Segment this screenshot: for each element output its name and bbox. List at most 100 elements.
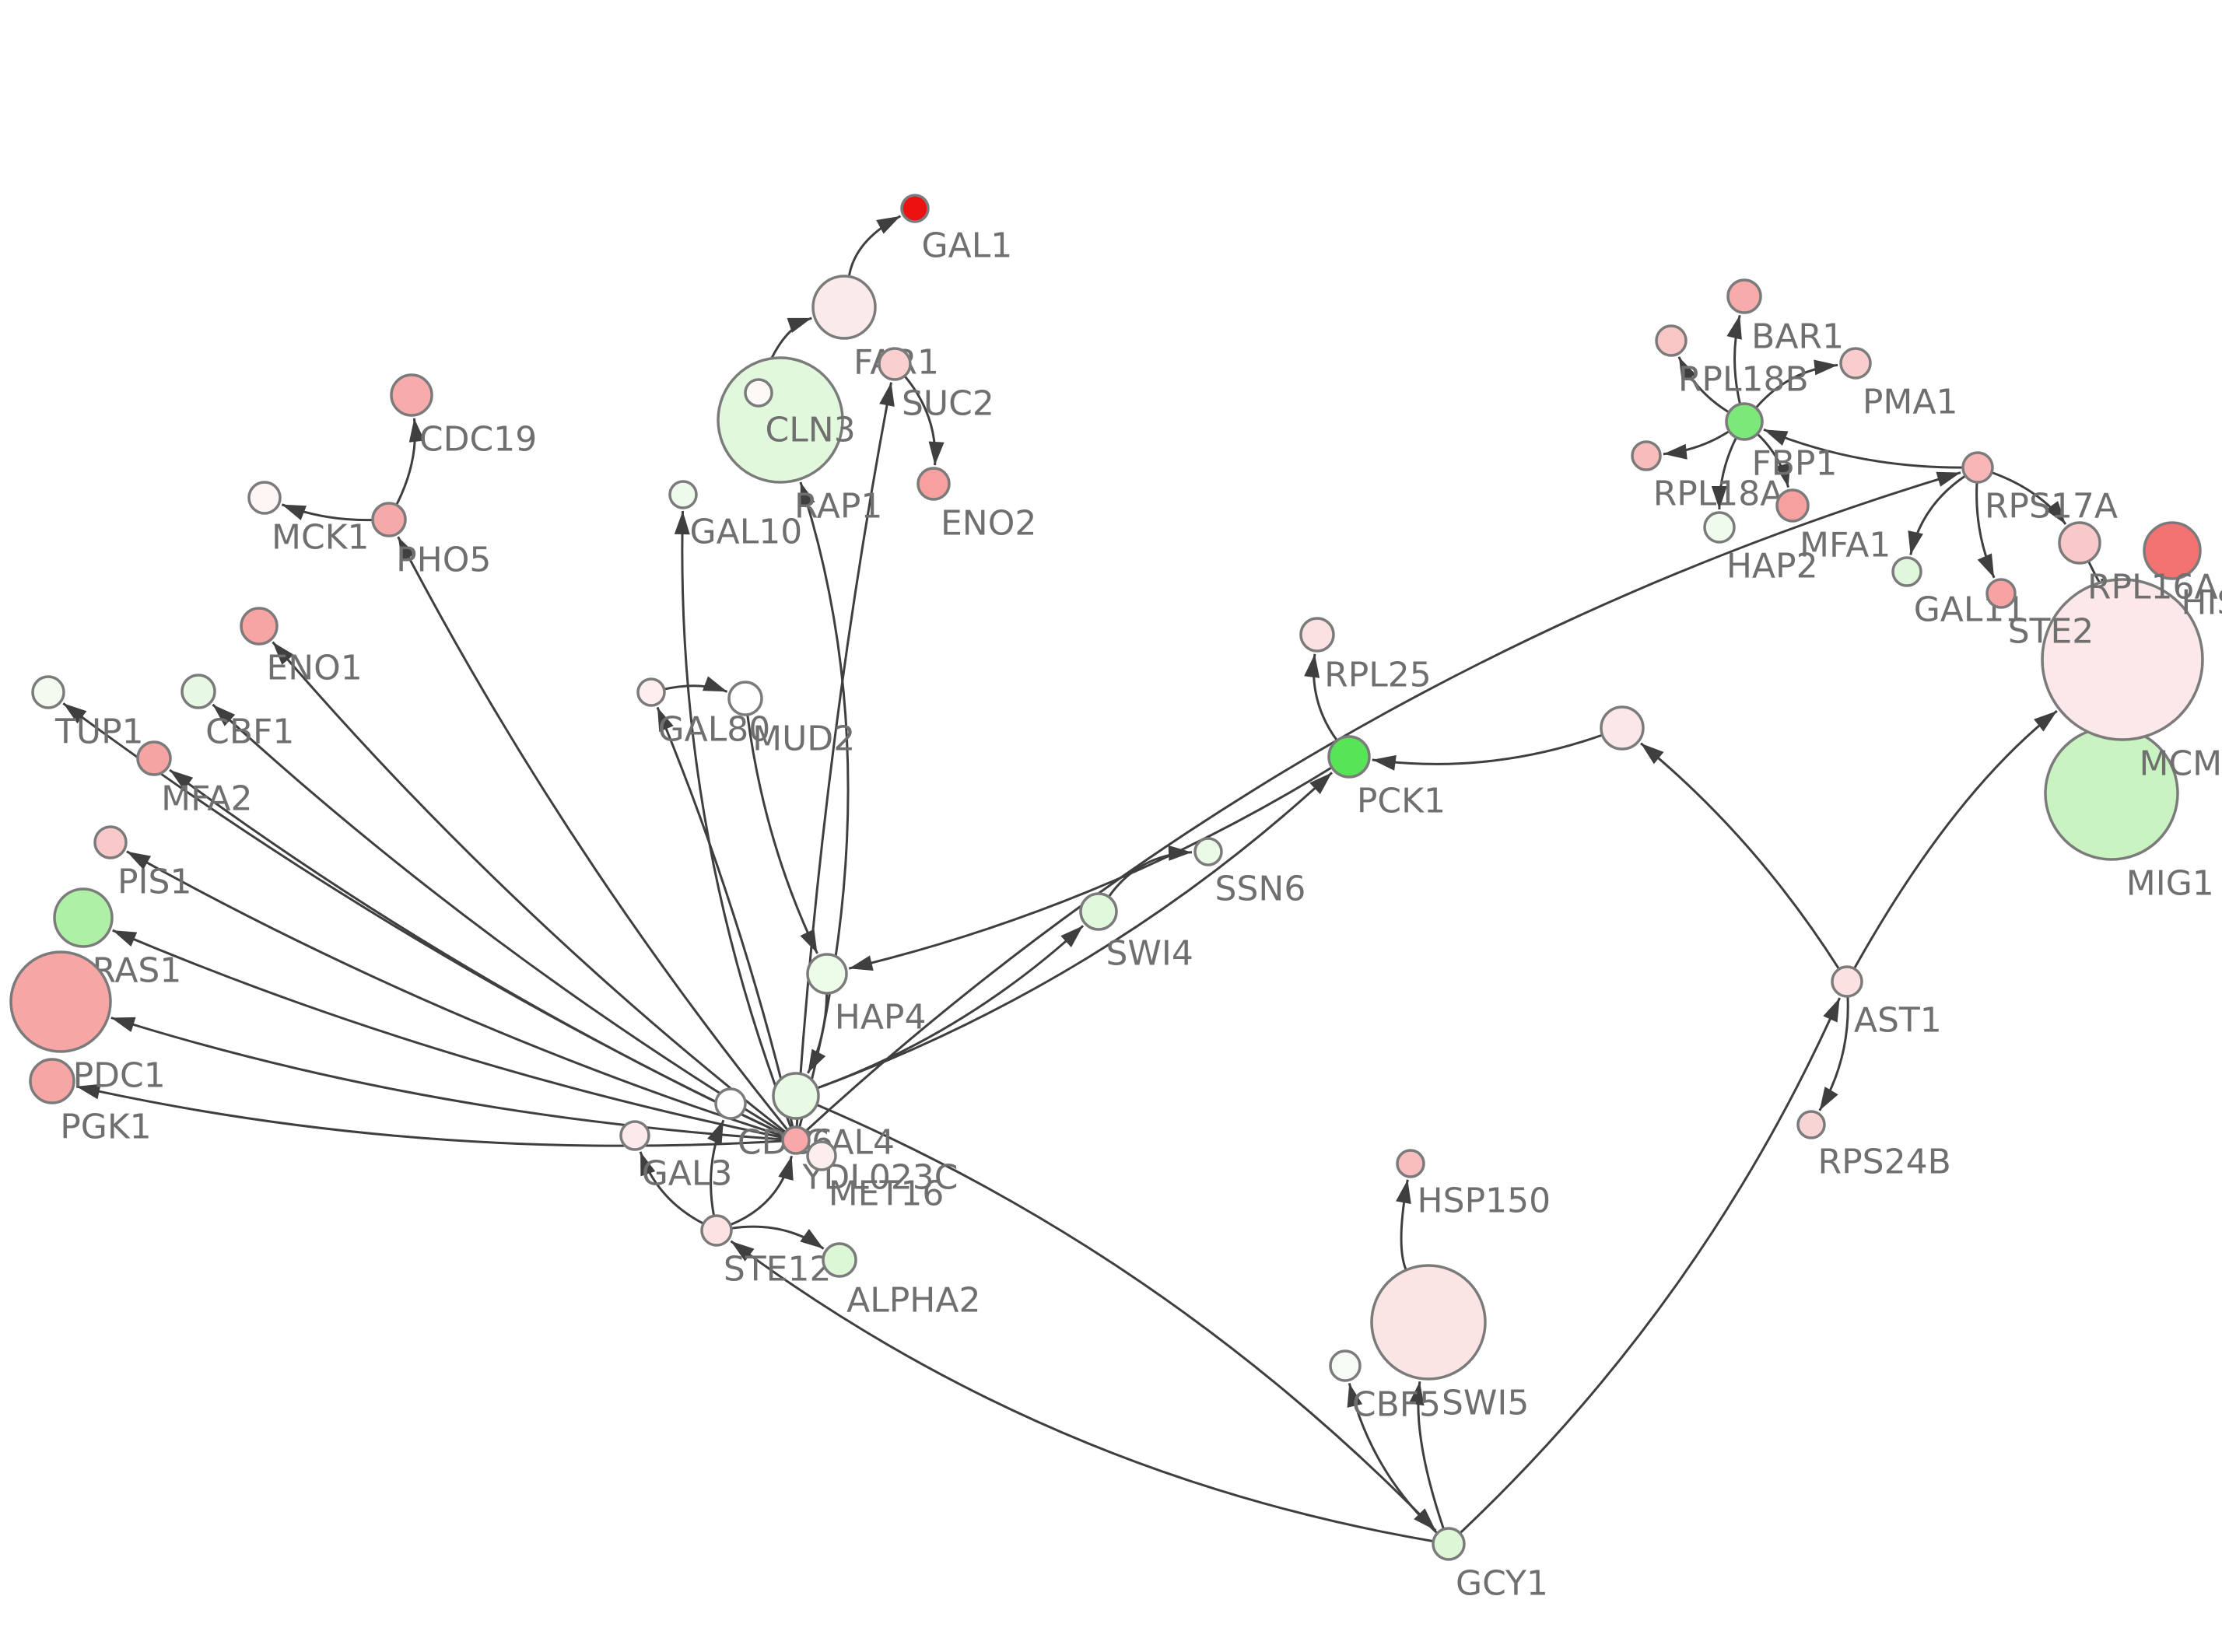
node-MCM1[interactable] — [2041, 578, 2204, 741]
edge-AST1-NODE1[interactable] — [1640, 742, 1841, 970]
edge-line-YDL023C-PIS1[interactable] — [126, 850, 784, 1138]
node-MET16[interactable] — [806, 1140, 837, 1171]
node-MFA1[interactable] — [1775, 488, 1810, 523]
edge-YDL023C-GAL10[interactable] — [674, 510, 793, 1129]
edge-SUC2-ENO2[interactable] — [903, 375, 945, 466]
edge-YDL023C-ENO1[interactable] — [272, 641, 787, 1133]
edge-YDL023C-MFA2[interactable] — [169, 768, 785, 1136]
node-PHO5[interactable] — [371, 502, 407, 537]
edge-line-GAL4-GCY1[interactable] — [816, 1104, 1437, 1531]
edge-PCK1-HAP4[interactable] — [848, 766, 1333, 971]
node-GAL11[interactable] — [1891, 556, 1922, 587]
edge-line-YDL023C-SUC2[interactable] — [795, 382, 892, 1128]
edge-RPS17A-FBP1[interactable] — [1763, 428, 1964, 469]
node-GAL1[interactable] — [900, 194, 930, 223]
edge-SWI4-SSN6[interactable] — [1107, 845, 1193, 898]
edge-FBP1-MFA1[interactable] — [1756, 432, 1791, 488]
node-RPL18B[interactable] — [1655, 324, 1688, 357]
edge-FAR1-GAL1[interactable] — [847, 215, 902, 277]
edge-YDL023C-PGK1[interactable] — [75, 1083, 783, 1147]
node-GAL3[interactable] — [619, 1120, 650, 1151]
node-CBF1[interactable] — [180, 674, 216, 709]
node-HAP4[interactable] — [806, 953, 848, 995]
node-AST1[interactable] — [1831, 965, 1863, 998]
edge-YDL023C-RPS17A[interactable] — [804, 471, 1961, 1132]
edge-STE12-CDC6[interactable] — [707, 1119, 725, 1216]
node-PDC1[interactable] — [9, 950, 112, 1053]
node-ENO2[interactable] — [916, 467, 951, 501]
node-GAL10[interactable] — [668, 480, 698, 509]
edge-YDL023C-PHO5[interactable] — [397, 536, 789, 1131]
edge-line-RPS17A-FBP1[interactable] — [1763, 428, 1964, 469]
edge-GAL4-PCK1[interactable] — [816, 772, 1334, 1090]
node-GCY1[interactable] — [1432, 1527, 1466, 1561]
edge-line-YDL023C-GAL80[interactable] — [656, 706, 794, 1128]
node-HIS4[interactable] — [2143, 521, 2202, 580]
edge-line-YDL023C-GAL10[interactable] — [681, 510, 793, 1129]
edge-line-GCY1-AST1[interactable] — [1459, 997, 1841, 1535]
node-GAL4[interactable] — [772, 1072, 820, 1120]
edge-FBP1-RPL18A[interactable] — [1663, 430, 1730, 460]
edge-STE12-ALPHA2[interactable] — [731, 1225, 825, 1250]
node-YDL023C[interactable] — [781, 1125, 811, 1155]
node-RPL18A[interactable] — [1631, 440, 1662, 471]
edge-line-YDL023C-RAS1[interactable] — [112, 929, 783, 1139]
node-SWI5[interactable] — [1370, 1264, 1487, 1381]
node-RPL25[interactable] — [1299, 617, 1335, 653]
edge-line-GAL4-PCK1[interactable] — [816, 772, 1334, 1090]
node-PIS1[interactable] — [93, 825, 128, 859]
node-FBP1[interactable] — [1725, 402, 1764, 441]
edge-YDL023C-CBF1[interactable] — [212, 703, 786, 1135]
edge-STE12-GAL3[interactable] — [639, 1151, 704, 1225]
edge-FBP1-PMA1[interactable] — [1754, 359, 1838, 409]
node-CLN3[interactable] — [744, 378, 773, 408]
edge-AST1-RPS24B[interactable] — [1818, 996, 1849, 1111]
edge-GCY1-CBF5[interactable] — [1347, 1383, 1439, 1535]
node-MUD2[interactable] — [727, 681, 763, 716]
node-HSP150[interactable] — [1396, 1149, 1425, 1178]
edge-YDL023C-RAS1[interactable] — [112, 929, 783, 1139]
node-FAR1[interactable] — [811, 275, 877, 340]
node-SWI4[interactable] — [1079, 892, 1118, 931]
edge-FBP1-HAP2[interactable] — [1711, 436, 1738, 510]
edge-MUD2-HAP4[interactable] — [746, 714, 818, 954]
edge-line-NODE1-PCK1[interactable] — [1372, 733, 1603, 765]
edge-YDL023C-PDC1[interactable] — [110, 1017, 783, 1141]
edge-line-YDL023C-CBF1[interactable] — [212, 703, 786, 1135]
edge-line-YDL023C-PGK1[interactable] — [75, 1085, 783, 1147]
edge-GAL80-MUD2[interactable] — [664, 676, 728, 693]
node-GAL80[interactable] — [636, 677, 666, 707]
node-ENO1[interactable] — [240, 607, 279, 646]
edge-PHO5-MCK1[interactable] — [281, 503, 373, 522]
edge-line-AST1-MCM1[interactable] — [1852, 709, 2058, 970]
edge-HAP4-GAL4[interactable] — [807, 992, 829, 1074]
edge-AST1-MCM1[interactable] — [1852, 709, 2058, 970]
node-MCK1[interactable] — [247, 481, 282, 515]
node-CDC6[interactable] — [714, 1087, 747, 1120]
node-CBF5[interactable] — [1329, 1349, 1362, 1382]
edge-GCY1-AST1[interactable] — [1459, 997, 1841, 1535]
node-STE2[interactable] — [1985, 578, 2017, 609]
edge-PHO5-CDC19[interactable] — [395, 418, 425, 506]
edge-YDL023C-PIS1[interactable] — [126, 850, 784, 1138]
node-NODE1[interactable] — [1600, 705, 1645, 751]
edge-STE12-YDL023C[interactable] — [730, 1155, 794, 1227]
edge-RPS17A-GAL11[interactable] — [1908, 474, 1967, 555]
edge-line-YDL023C-PDC1[interactable] — [110, 1017, 783, 1141]
node-RPL16A[interactable] — [2058, 521, 2101, 565]
node-ALPHA2[interactable] — [822, 1242, 857, 1278]
edge-GCY1-SWI5[interactable] — [1408, 1381, 1446, 1530]
node-SSN6[interactable] — [1193, 837, 1223, 866]
node-RAS1[interactable] — [53, 887, 114, 948]
node-SUC2[interactable] — [878, 347, 912, 381]
edge-FBP1-BAR1[interactable] — [1726, 314, 1742, 404]
node-HAP2[interactable] — [1703, 511, 1736, 544]
edge-NODE1-PCK1[interactable] — [1372, 733, 1603, 771]
node-PCK1[interactable] — [1327, 735, 1371, 779]
edge-line-YDL023C-RPS17A[interactable] — [804, 471, 1961, 1132]
node-STE12[interactable] — [700, 1214, 733, 1247]
edge-line-PCK1-HAP4[interactable] — [848, 766, 1333, 970]
edge-line-YDL023C-ENO1[interactable] — [272, 641, 787, 1133]
edge-line-AST1-NODE1[interactable] — [1640, 742, 1841, 970]
edge-line-GCY1-STE12[interactable] — [730, 1240, 1434, 1543]
